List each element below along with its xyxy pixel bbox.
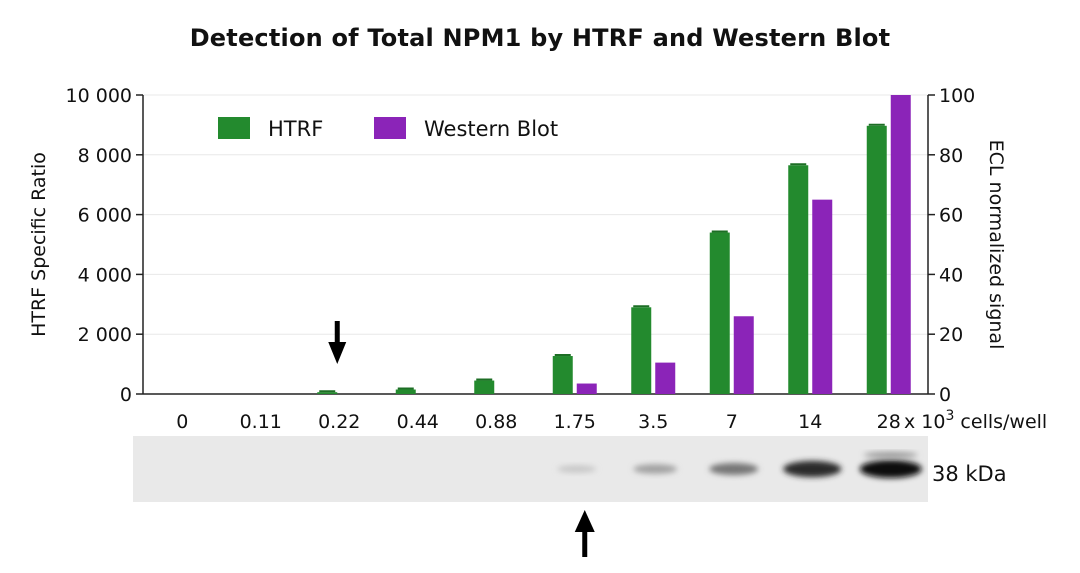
- x-tick-label: 7: [726, 411, 738, 433]
- blot-band: [859, 460, 922, 478]
- x-tick-label: 14: [798, 411, 822, 433]
- y-axis-right-label: ECL normalized signal: [985, 140, 1007, 350]
- bar-htrf: [395, 389, 416, 394]
- x-tick-label: 3.5: [638, 411, 668, 433]
- bar-western-blot: [733, 316, 754, 394]
- right-tick-label: 40: [939, 264, 963, 286]
- legend-label-western-blot: Western Blot: [424, 117, 558, 141]
- blot-band: [633, 464, 678, 474]
- x-tick-label: 28: [877, 411, 901, 433]
- bar-htrf: [788, 165, 809, 394]
- blot-size-label: 38 kDa: [932, 462, 1007, 486]
- legend-label-htrf: HTRF: [268, 117, 323, 141]
- legend-swatch-western-blot: [374, 117, 406, 139]
- x-tick-label: 0.88: [475, 411, 517, 433]
- x-tick-label: 0.11: [240, 411, 282, 433]
- right-tick-label: 80: [939, 145, 963, 167]
- left-tick-label: 4 000: [78, 264, 132, 286]
- x-tick-label: 0.44: [397, 411, 439, 433]
- bar-htrf: [474, 380, 495, 394]
- left-tick-label: 10 000: [66, 85, 132, 107]
- blot-band-upper: [863, 452, 918, 458]
- right-tick-label: 60: [939, 205, 963, 227]
- bar-western-blot: [812, 199, 833, 394]
- left-tick-label: 0: [120, 384, 132, 406]
- legend: HTRF Western Blot: [218, 117, 558, 141]
- right-tick-label: 100: [939, 85, 975, 107]
- down-arrow-icon: [328, 342, 347, 364]
- blot-band: [783, 460, 842, 478]
- blot-band: [557, 465, 597, 473]
- left-tick-label: 8 000: [78, 145, 132, 167]
- chart-title: Detection of Total NPM1 by HTRF and West…: [189, 24, 891, 52]
- bar-htrf: [631, 307, 652, 394]
- bar-htrf: [866, 125, 887, 394]
- tick-labels: 0 2 000 4 000 6 000 8 000 10 000 0 20 40 60 80 100 H…: [28, 85, 1047, 433]
- y-axis-left-label: HTRF Specific Ratio: [28, 152, 50, 337]
- bar-htrf: [552, 356, 573, 394]
- right-tick-label: 20: [939, 324, 963, 346]
- x-tick-label: 0.22: [318, 411, 360, 433]
- x-tick-label: 1.75: [554, 411, 596, 433]
- annotations: [328, 321, 595, 557]
- bar-htrf: [709, 232, 730, 394]
- bar-western-blot: [890, 95, 911, 394]
- bar-western-blot: [655, 362, 676, 394]
- x-tick-label: 0: [176, 411, 188, 433]
- bars: [317, 95, 911, 394]
- legend-swatch-htrf: [218, 117, 250, 139]
- up-arrow-icon: [574, 510, 595, 532]
- x-unit-label: x 103 cells/well: [904, 408, 1047, 433]
- left-tick-label: 2 000: [78, 324, 132, 346]
- western-blot-image: 38 kDa: [133, 436, 1007, 502]
- bar-western-blot: [576, 383, 597, 394]
- right-tick-label: 0: [939, 384, 951, 406]
- bar-htrf: [317, 392, 338, 394]
- left-tick-label: 6 000: [78, 205, 132, 227]
- blot-band: [709, 463, 759, 475]
